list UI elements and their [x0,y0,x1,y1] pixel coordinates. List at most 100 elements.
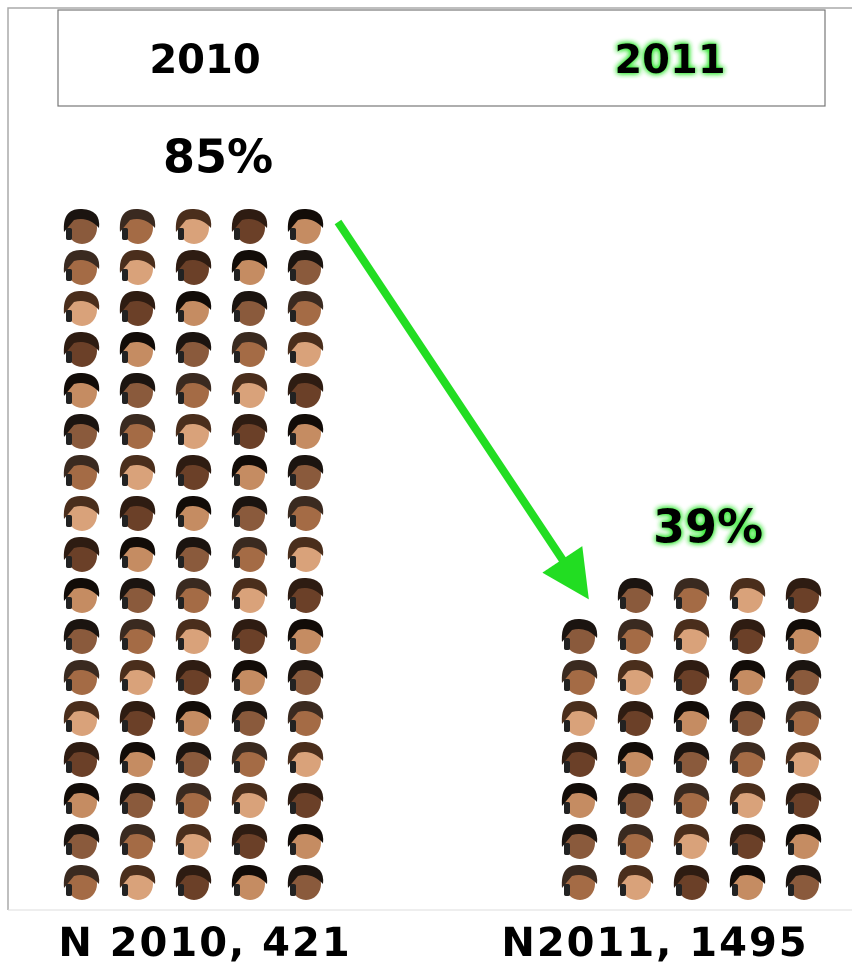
phone [788,720,794,732]
phone [234,474,240,486]
phone [564,761,570,773]
phone [290,515,296,527]
hair [785,618,822,642]
phone [234,351,240,363]
phone [732,761,738,773]
phone [290,802,296,814]
hair [63,741,100,765]
hair [785,741,822,765]
hair [63,208,100,232]
hair [673,700,710,724]
phone [788,843,794,855]
phone [234,310,240,322]
phone [564,679,570,691]
phone [732,679,738,691]
hair [63,290,100,314]
hair [673,618,710,642]
hair [617,823,654,847]
hair [119,741,156,765]
phone [676,761,682,773]
hair [175,536,212,560]
hair [617,659,654,683]
phone [234,802,240,814]
phone [564,802,570,814]
sample-label: N2011, 1495 [501,920,808,966]
hair [63,249,100,273]
phone [290,392,296,404]
phone [178,802,184,814]
phone [290,474,296,486]
hair [175,659,212,683]
phone [676,720,682,732]
hair [175,331,212,355]
phone [676,638,682,650]
phone [234,884,240,896]
hair [231,577,268,601]
hair [729,618,766,642]
hair [785,577,822,601]
hair [729,659,766,683]
phone [788,679,794,691]
header-box [57,9,826,107]
hair [561,700,598,724]
hair [785,823,822,847]
hair [63,618,100,642]
hair [785,864,822,888]
phone [178,761,184,773]
phone [178,515,184,527]
phone [620,843,626,855]
phone [234,556,240,568]
phone [290,228,296,240]
phone [234,638,240,650]
hair [231,700,268,724]
hair [287,331,324,355]
phone [564,638,570,650]
phone [564,843,570,855]
hair [119,536,156,560]
hair [175,249,212,273]
phone [234,269,240,281]
hair [63,372,100,396]
hair [231,413,268,437]
hair [231,208,268,232]
phone [620,884,626,896]
phone [178,720,184,732]
hair [63,864,100,888]
phone [66,597,72,609]
phone [620,638,626,650]
hair [729,782,766,806]
phone [122,556,128,568]
hair [119,495,156,519]
phone [178,392,184,404]
hair [231,741,268,765]
hair [175,577,212,601]
phone [178,884,184,896]
hair [231,290,268,314]
hair [231,331,268,355]
hair [287,782,324,806]
phone [178,474,184,486]
hair [287,864,324,888]
hair [617,864,654,888]
phone [122,843,128,855]
phone [178,843,184,855]
phone [290,310,296,322]
hair [673,741,710,765]
hair [673,864,710,888]
hair [287,618,324,642]
hair [785,659,822,683]
hair [729,864,766,888]
hair [617,741,654,765]
phone [234,761,240,773]
hair [231,782,268,806]
hair [785,700,822,724]
hair [673,577,710,601]
hair [231,659,268,683]
phone [66,474,72,486]
phone [122,310,128,322]
phone [66,515,72,527]
pictogram [63,208,324,900]
phone [732,720,738,732]
